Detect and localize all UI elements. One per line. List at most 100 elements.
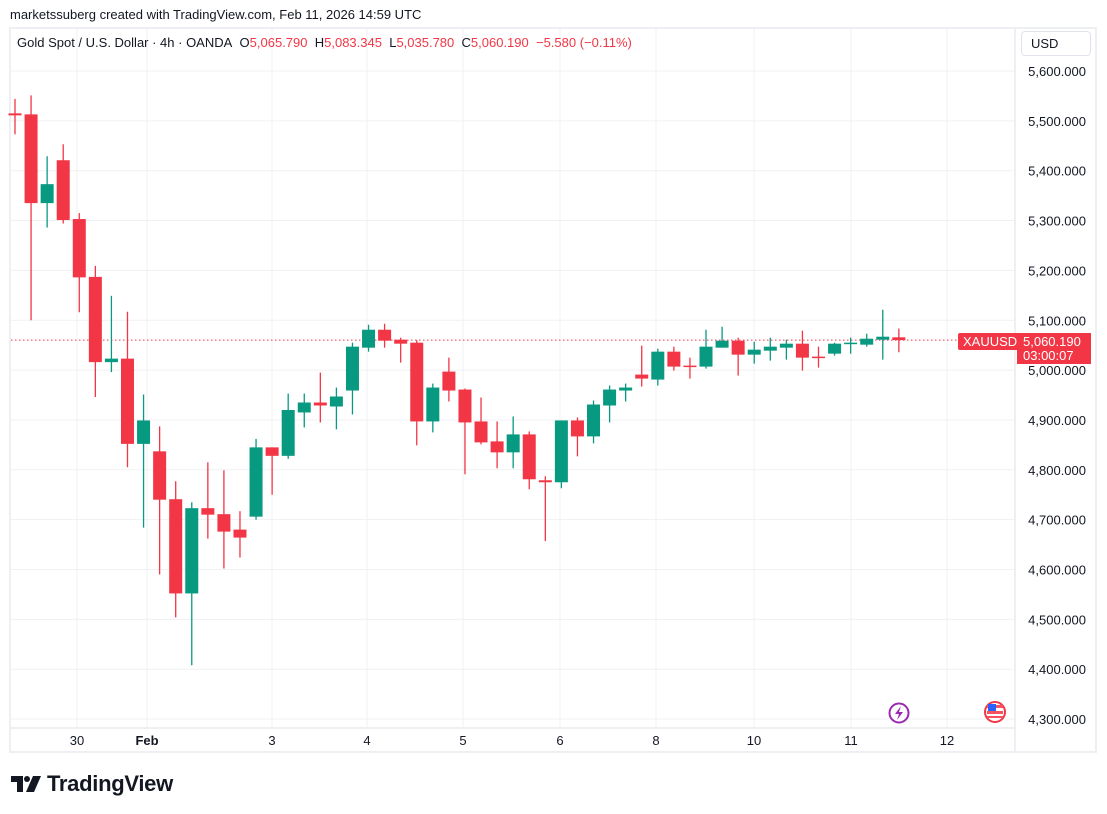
y-tick-label: 5,300.000	[1028, 214, 1086, 229]
candle	[651, 348, 665, 386]
candle	[137, 394, 151, 528]
candle-body	[120, 358, 134, 444]
candle	[779, 339, 793, 360]
candle-body	[619, 387, 633, 391]
last-price-tag: 5,060.190 03:00:07	[1017, 333, 1091, 364]
candle	[554, 420, 568, 489]
candle	[828, 342, 842, 356]
candle-body	[667, 351, 681, 367]
candle	[683, 357, 697, 379]
y-tick-label: 5,600.000	[1028, 64, 1086, 79]
chart-frame	[9, 27, 1097, 753]
candle-body	[554, 420, 568, 483]
close-value: 5,060.190	[470, 35, 529, 50]
candle	[72, 213, 86, 313]
candle-body	[506, 434, 520, 453]
candle-body	[88, 276, 102, 363]
candle	[104, 295, 118, 373]
open-value: 5,065.790	[249, 35, 308, 50]
y-tick-label: 4,400.000	[1028, 662, 1086, 677]
candle	[490, 421, 504, 469]
candle-body	[426, 387, 440, 422]
change-value: −5.580 (−0.11%)	[535, 35, 632, 50]
candle-body	[747, 349, 761, 355]
candle-body	[104, 358, 118, 363]
candle	[763, 337, 777, 361]
candle-body	[24, 114, 38, 204]
candle-body	[378, 329, 392, 341]
candle-body	[265, 447, 279, 456]
y-tick-label: 5,100.000	[1028, 313, 1086, 328]
candle	[892, 328, 906, 353]
open-label: O	[239, 35, 250, 50]
candle-body	[233, 529, 247, 538]
y-tick-label: 5,400.000	[1028, 164, 1086, 179]
candle	[522, 431, 536, 490]
candle-body	[8, 113, 22, 116]
us-flag-economic-event-icon[interactable]	[984, 701, 1006, 723]
symbol-legend: Gold Spot / U.S. Dollar · 4h · OANDA O5,…	[17, 35, 632, 50]
x-tick-label: 11	[844, 733, 858, 748]
candle	[667, 346, 681, 371]
candle-body	[490, 441, 504, 453]
candle-body	[458, 389, 472, 423]
candle-body	[137, 420, 151, 444]
x-tick-label: 10	[747, 733, 761, 748]
candle-body	[876, 336, 890, 340]
y-tick-label: 4,800.000	[1028, 463, 1086, 478]
candle	[24, 95, 38, 321]
candle-body	[345, 346, 359, 391]
candle-body	[297, 402, 311, 413]
candle	[538, 476, 552, 542]
candle	[876, 309, 890, 360]
x-tick-label: 3	[268, 733, 275, 748]
candle-body	[651, 351, 665, 380]
candle	[635, 345, 649, 387]
tradingview-logo[interactable]: TradingView	[11, 771, 173, 797]
candle	[410, 340, 424, 446]
candle	[458, 388, 472, 475]
candle-body	[699, 346, 713, 367]
candle-body	[538, 480, 552, 483]
candle	[587, 400, 601, 444]
candle	[474, 397, 488, 445]
candle	[313, 372, 327, 423]
logo-text: TradingView	[47, 771, 173, 796]
candle	[812, 346, 825, 368]
candle	[731, 337, 745, 376]
candle-body	[313, 402, 327, 406]
candle	[362, 324, 376, 352]
candle-body	[603, 389, 617, 406]
y-tick-label: 4,700.000	[1028, 513, 1086, 528]
low-label: L	[389, 35, 397, 50]
candle-body	[635, 374, 649, 379]
candle-body	[185, 508, 199, 594]
candle-body	[474, 421, 488, 443]
candle	[844, 337, 858, 354]
candle-body	[683, 365, 697, 368]
candle-body	[153, 451, 167, 500]
candle	[281, 393, 295, 459]
x-tick-label: 8	[652, 733, 659, 748]
candle-body	[40, 184, 54, 204]
currency-button[interactable]: USD	[1021, 31, 1091, 56]
candle-body	[442, 371, 456, 391]
x-tick-label: Feb	[135, 733, 158, 748]
candle-body	[587, 404, 601, 437]
lightning-event-icon[interactable]	[888, 702, 910, 724]
candle-body	[281, 409, 295, 456]
candle-body	[812, 356, 825, 359]
high-value: 5,083.345	[324, 35, 382, 50]
candle	[570, 417, 584, 457]
candle	[88, 265, 102, 398]
candle	[201, 462, 215, 539]
candle-body	[217, 514, 231, 532]
y-tick-label: 4,600.000	[1028, 563, 1086, 578]
candle	[394, 337, 408, 363]
candle-body	[779, 343, 793, 348]
candle	[378, 323, 392, 348]
ticker-tag: XAUUSD	[958, 333, 1023, 350]
candle	[169, 481, 183, 618]
candle-body	[169, 499, 183, 594]
